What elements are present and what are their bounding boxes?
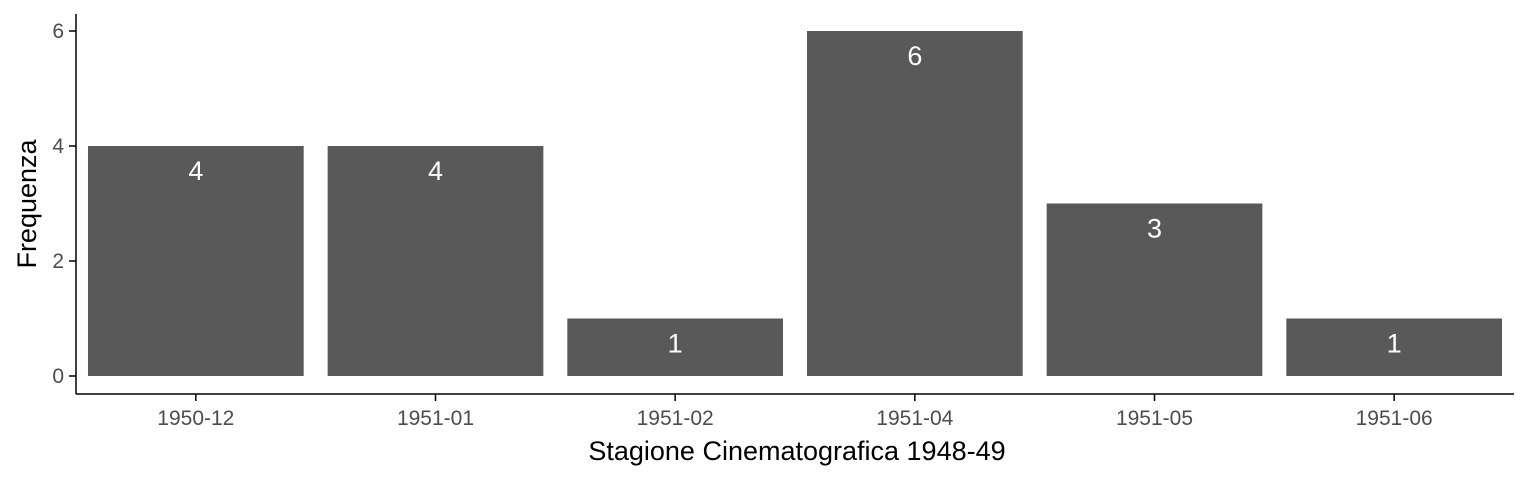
- bar-data-label-1950-12: 4: [188, 156, 203, 186]
- bar-data-label-1951-06: 1: [1387, 329, 1402, 359]
- bar-1951-02: [567, 318, 784, 376]
- bar-data-label-1951-02: 1: [668, 329, 683, 359]
- x-tick-label-1950-12: 1950-12: [157, 407, 234, 430]
- bar-1951-06: [1286, 318, 1503, 376]
- bar-1951-01: [327, 146, 544, 376]
- y-axis-title: Frequenza: [12, 138, 42, 268]
- x-ticks-group: 1950-12 1951-01 1951-02 1951-04 1951-05 1951-…: [157, 394, 1433, 430]
- bar-labels-group: 4 4 1 6 3 1: [188, 41, 1401, 359]
- x-tick-label-1951-04: 1951-04: [876, 407, 953, 430]
- bar-1950-12: [87, 146, 304, 376]
- bar-data-label-1951-01: 4: [428, 156, 443, 186]
- y-tick-label-2: 2: [52, 250, 64, 273]
- y-tick-label-6: 6: [52, 20, 64, 43]
- bar-data-label-1951-05: 3: [1147, 214, 1162, 244]
- x-tick-label-1951-02: 1951-02: [637, 407, 714, 430]
- x-tick-label-1951-06: 1951-06: [1356, 407, 1433, 430]
- x-tick-label-1951-05: 1951-05: [1116, 407, 1193, 430]
- y-tick-label-4: 4: [52, 135, 64, 158]
- bar-data-label-1951-04: 6: [907, 41, 922, 71]
- bar-1951-05: [1046, 203, 1263, 376]
- bar-1951-04: [806, 31, 1023, 376]
- x-tick-label-1951-01: 1951-01: [397, 407, 474, 430]
- y-tick-label-0: 0: [52, 365, 64, 388]
- y-ticks-group: 0 2 4 6: [52, 20, 76, 388]
- x-axis-title: Stagione Cinematografica 1948-49: [588, 436, 1005, 466]
- bars-group: [87, 31, 1503, 376]
